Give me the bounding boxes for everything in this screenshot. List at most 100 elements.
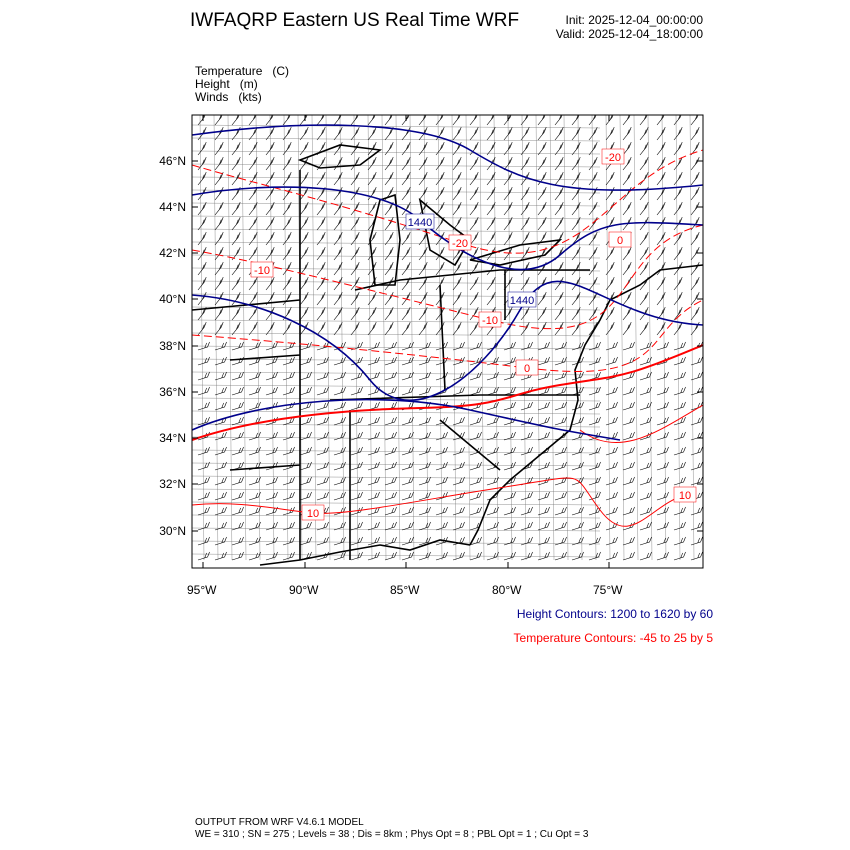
wind-barb [299, 461, 312, 471]
wind-barb [299, 115, 308, 126]
wind-barb [435, 262, 445, 276]
wind-barb [469, 277, 479, 291]
wind-barb [350, 232, 360, 246]
wind-barb [333, 127, 343, 141]
wind-barb [588, 356, 601, 366]
wind-barb [656, 431, 669, 441]
wind-barb [231, 232, 241, 246]
wind-barb [214, 157, 224, 171]
wind-barb [656, 371, 669, 381]
wind-barb [588, 262, 598, 276]
wind-barb [656, 416, 669, 426]
wind-barb [418, 431, 431, 441]
plot-title: IWFAQRP Eastern US Real Time WRF [190, 10, 520, 31]
wind-barb [588, 247, 598, 261]
wind-barb [469, 202, 479, 216]
wind-barb [622, 322, 632, 336]
wind-barb [639, 262, 649, 276]
wind-barb [673, 551, 686, 561]
wind-barb [282, 277, 292, 291]
wind-barb [605, 386, 618, 396]
wind-barb [503, 172, 513, 186]
wind-barb [418, 341, 431, 351]
wind-barb [248, 371, 261, 381]
wind-barb [656, 491, 669, 501]
wind-barb [333, 401, 346, 411]
wind-barb [520, 307, 530, 321]
wind-barb [299, 536, 312, 546]
county-line [465, 115, 471, 561]
wind-barb [231, 356, 244, 366]
wind-barb [486, 202, 496, 216]
wind-barb [231, 157, 241, 171]
wind-barb [639, 292, 649, 306]
wind-barb [350, 536, 363, 546]
wind-barb [214, 172, 224, 186]
wind-barb [367, 115, 376, 126]
field-name: Height [195, 77, 230, 91]
wind-barb [265, 341, 278, 351]
wind-barb [622, 386, 635, 396]
wind-barb [452, 307, 462, 321]
wind-barb [469, 551, 482, 561]
wind-barb [571, 262, 581, 276]
field-height: Height (m) [195, 77, 258, 91]
wind-barb [282, 232, 292, 246]
wind-barb [571, 247, 581, 261]
wind-barb [333, 202, 343, 216]
wind-barb [588, 536, 601, 546]
wind-barb [571, 307, 581, 321]
county-line [367, 115, 373, 561]
wind-barb [418, 172, 428, 186]
wind-barb [571, 322, 581, 336]
wind-barb [452, 341, 465, 351]
wind-barb [333, 322, 343, 336]
wind-barb [520, 142, 530, 156]
wind-barb [673, 157, 683, 171]
wind-barb [333, 341, 346, 351]
wind-barb [469, 506, 482, 516]
wind-barb [554, 431, 567, 441]
wind-barb [418, 386, 431, 396]
wind-barb [282, 127, 292, 141]
wind-barb [299, 491, 312, 501]
wind-barb [333, 416, 346, 426]
wind-barb [571, 187, 581, 201]
wind-barb [214, 476, 227, 486]
wind-barb [418, 491, 431, 501]
wind-barb [503, 461, 516, 471]
wind-barb [469, 341, 482, 351]
wind-barb [299, 386, 312, 396]
county-line [192, 423, 601, 428]
wind-barb [316, 416, 329, 426]
wind-barb [588, 521, 601, 531]
wind-barb [333, 307, 343, 321]
wind-barb [486, 476, 499, 486]
wind-barb [571, 551, 584, 561]
wind-barb [554, 142, 564, 156]
lat-tick-label: 32°N [159, 477, 186, 491]
wind-barb [469, 371, 482, 381]
wind-barb [350, 262, 360, 276]
wind-barb [673, 232, 683, 246]
wind-barb [673, 172, 683, 186]
wind-barb [639, 521, 652, 531]
footer-config: WE = 310 ; SN = 275 ; Levels = 38 ; Dis … [195, 829, 589, 840]
county-line [605, 115, 611, 561]
wind-barb [673, 536, 686, 546]
wind-barb [333, 491, 346, 501]
wind-barb [214, 521, 227, 531]
wind-barb [214, 386, 227, 396]
wind-barb [469, 386, 482, 396]
wind-barb [418, 247, 428, 261]
wind-barb [401, 386, 414, 396]
wind-barb [452, 202, 462, 216]
valid-time: Valid: 2025-12-04_18:00:00 [555, 27, 703, 41]
wind-barb [588, 322, 598, 336]
wind-barb [333, 476, 346, 486]
wind-barb [571, 461, 584, 471]
wind-barb [316, 262, 326, 276]
wind-barb [282, 172, 292, 186]
wind-barb [214, 506, 227, 516]
wind-barb [418, 115, 427, 126]
